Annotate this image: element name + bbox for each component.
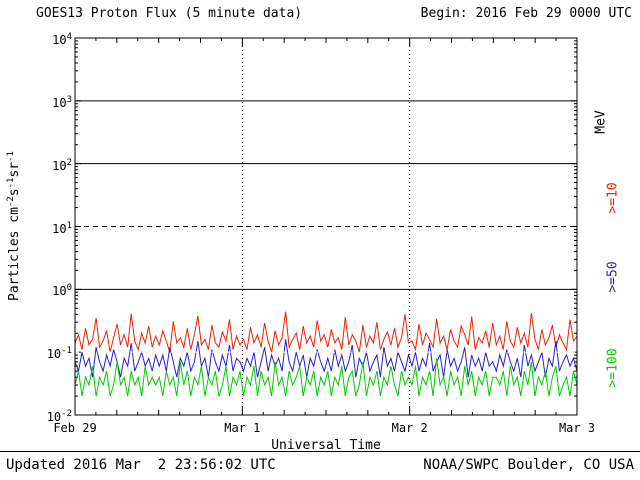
series-label-gte50: >=50 [605, 261, 621, 293]
footer-divider [0, 451, 640, 452]
y-tick-label: 102 [52, 157, 72, 173]
x-tick-label: Mar 3 [558, 421, 596, 435]
y-axis-label: Particles cm-2s-1sr-1 [5, 151, 23, 301]
x-tick-label: Mar 2 [391, 421, 428, 435]
y-tick-label: 103 [52, 94, 72, 110]
updated-timestamp: Updated 2016 Mar 2 23:56:02 UTC [6, 457, 276, 473]
y-tick-label: 104 [52, 32, 72, 47]
y-tick-label: 100 [52, 283, 72, 299]
chart-title: GOES13 Proton Flux (5 minute data) [36, 6, 303, 21]
series-line-1 [74, 339, 578, 378]
series-label-gte100: >=100 [605, 348, 621, 388]
source-credit: NOAA/SWPC Boulder, CO USA [423, 457, 634, 473]
begin-timestamp: Begin: 2016 Feb 29 0000 UTC [420, 6, 632, 21]
x-tick-label: Feb 29 [53, 421, 97, 435]
series-line-0 [74, 311, 578, 353]
series-label-gte10: >=10 [605, 182, 621, 214]
right-axis-unit-label: MeV [593, 110, 609, 134]
x-axis-label: Universal Time [271, 438, 381, 453]
y-tick-label: 10-2 [46, 409, 72, 424]
series-line-2 [74, 358, 578, 397]
x-tick-label: Mar 1 [224, 421, 261, 435]
y-tick-label: 101 [52, 220, 72, 236]
y-tick-label: 10-1 [46, 346, 72, 362]
plot-frame [74, 37, 578, 416]
